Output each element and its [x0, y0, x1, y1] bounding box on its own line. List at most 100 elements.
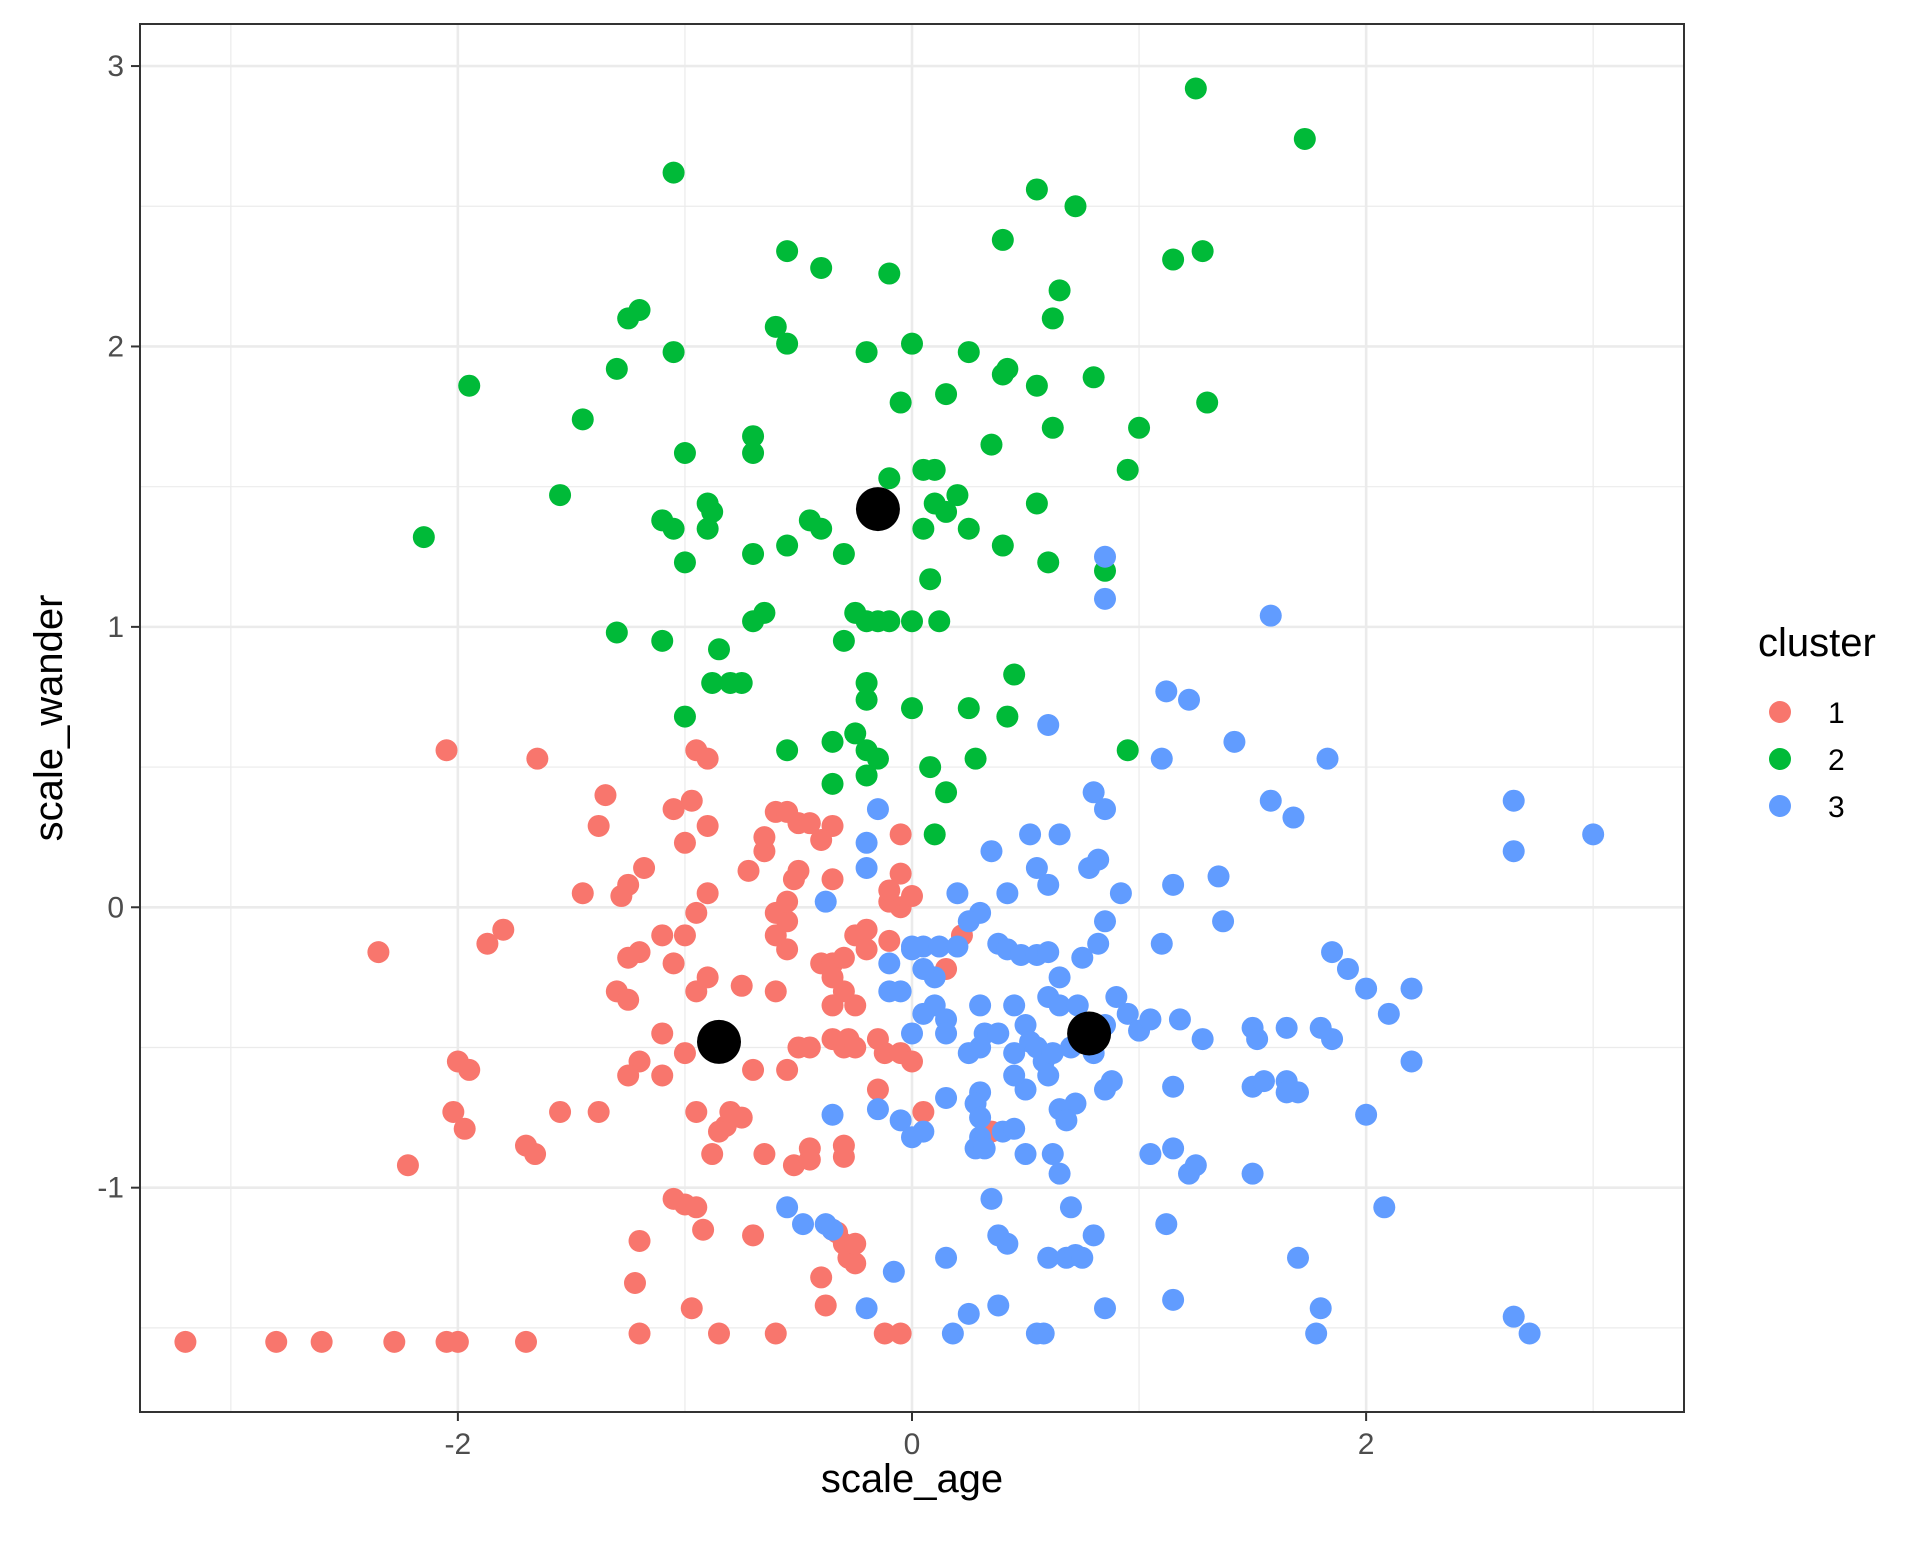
data-point-cluster-3 [855, 1297, 878, 1320]
data-point-cluster-1 [844, 994, 867, 1017]
data-point-cluster-2 [1293, 127, 1316, 150]
data-point-cluster-3 [1071, 946, 1094, 969]
data-point-cluster-3 [1094, 798, 1116, 821]
data-point-cluster-1 [617, 946, 640, 969]
data-point-cluster-3 [1252, 1070, 1275, 1093]
data-point-cluster-3 [1087, 932, 1110, 955]
data-point-cluster-3 [1178, 688, 1201, 711]
legend-entries: 1 2 3 [1769, 697, 1845, 824]
data-point-cluster-3 [1212, 910, 1235, 933]
data-point-cluster-3 [912, 957, 935, 980]
y-tick-label: 1 [107, 611, 124, 644]
legend-key-3 [1769, 795, 1791, 817]
data-point-cluster-1 [476, 932, 499, 955]
data-point-cluster-3 [1032, 1322, 1055, 1345]
data-point-cluster-2 [412, 526, 435, 549]
data-point-cluster-1 [696, 747, 719, 770]
y-tick-label: -1 [97, 1172, 124, 1205]
data-point-cluster-3 [855, 857, 878, 880]
data-point-cluster-1 [878, 879, 901, 902]
data-point-cluster-3 [987, 1022, 1010, 1045]
data-point-cluster-2 [1196, 391, 1219, 414]
data-point-cluster-1 [810, 1266, 833, 1289]
data-point-cluster-2 [832, 629, 855, 652]
cluster-centroids [697, 487, 1112, 1064]
legend-key-1 [1769, 701, 1791, 723]
data-point-cluster-2 [662, 161, 685, 184]
data-point-cluster-1 [730, 1106, 753, 1129]
data-point-cluster-1 [844, 1232, 867, 1255]
data-point-cluster-1 [515, 1330, 537, 1353]
data-point-cluster-3 [969, 1106, 992, 1129]
data-point-cluster-2 [1191, 240, 1214, 263]
data-point-cluster-3 [1037, 873, 1060, 896]
data-point-cluster-2 [919, 756, 942, 779]
data-point-cluster-1 [651, 1022, 674, 1045]
y-tick-label: 2 [107, 330, 124, 363]
data-point-cluster-3 [1155, 1213, 1178, 1236]
data-point-cluster-2 [844, 722, 867, 745]
data-point-cluster-1 [821, 868, 844, 891]
data-point-cluster-3 [1037, 941, 1060, 964]
data-point-cluster-2 [1025, 492, 1048, 515]
data-point-cluster-2 [1025, 178, 1048, 201]
data-point-cluster-3 [1003, 994, 1026, 1017]
data-point-cluster-1 [633, 857, 656, 880]
data-point-cluster-3 [957, 910, 980, 933]
data-point-cluster-3 [1400, 977, 1423, 1000]
data-point-cluster-3 [1041, 1143, 1064, 1166]
data-point-cluster-2 [1116, 458, 1139, 481]
data-point-cluster-3 [1282, 806, 1305, 829]
data-point-cluster-2 [855, 688, 878, 711]
data-point-cluster-3 [792, 1213, 815, 1236]
data-point-cluster-3 [1087, 848, 1110, 871]
data-point-cluster-1 [730, 974, 753, 997]
data-point-cluster-1 [587, 814, 610, 837]
data-point-cluster-2 [701, 671, 724, 694]
data-point-cluster-3 [1014, 1143, 1037, 1166]
data-point-cluster-3 [996, 882, 1019, 905]
data-point-cluster-2 [651, 629, 674, 652]
data-point-cluster-1 [798, 1036, 821, 1059]
data-point-cluster-1 [889, 862, 912, 885]
data-point-cluster-2 [889, 391, 912, 414]
data-point-cluster-2 [742, 425, 765, 448]
data-point-cluster-1 [396, 1154, 419, 1177]
data-point-cluster-2 [662, 341, 685, 364]
data-point-cluster-3 [1502, 840, 1525, 863]
data-point-cluster-1 [310, 1330, 333, 1353]
data-point-cluster-3 [901, 1022, 923, 1045]
data-point-cluster-1 [737, 859, 760, 882]
data-point-cluster-1 [617, 873, 640, 896]
data-point-cluster-2 [946, 484, 969, 507]
data-point-cluster-3 [1094, 587, 1116, 610]
data-point-cluster-3 [866, 798, 889, 821]
data-point-cluster-3 [1009, 943, 1032, 966]
centroid-point [855, 487, 900, 532]
data-point-cluster-3 [1155, 680, 1178, 703]
x-tick-label: 0 [904, 1428, 921, 1461]
data-point-cluster-3 [1082, 1224, 1105, 1247]
data-point-cluster-2 [901, 610, 923, 633]
data-point-cluster-1 [617, 988, 640, 1011]
y-tick-label: 3 [107, 50, 124, 83]
data-point-cluster-3 [1037, 714, 1060, 737]
data-point-cluster-1 [594, 784, 617, 807]
data-point-cluster-3 [935, 1022, 958, 1045]
legend-label-3: 3 [1828, 791, 1845, 824]
data-point-cluster-2 [742, 542, 765, 565]
data-point-cluster-1 [685, 1196, 708, 1219]
data-point-cluster-3 [1003, 1064, 1026, 1087]
data-point-cluster-2 [923, 458, 946, 481]
data-point-cluster-3 [1246, 1028, 1269, 1051]
data-point-cluster-3 [969, 994, 992, 1017]
data-point-cluster-2 [957, 517, 980, 540]
data-point-cluster-3 [935, 1246, 958, 1269]
data-point-cluster-3 [882, 1260, 905, 1283]
data-point-cluster-1 [742, 1224, 765, 1247]
data-point-cluster-3 [1259, 789, 1282, 812]
data-point-cluster-1 [662, 798, 685, 821]
data-point-cluster-2 [996, 705, 1019, 728]
data-point-cluster-3 [1139, 1143, 1162, 1166]
data-point-cluster-1 [832, 946, 855, 969]
